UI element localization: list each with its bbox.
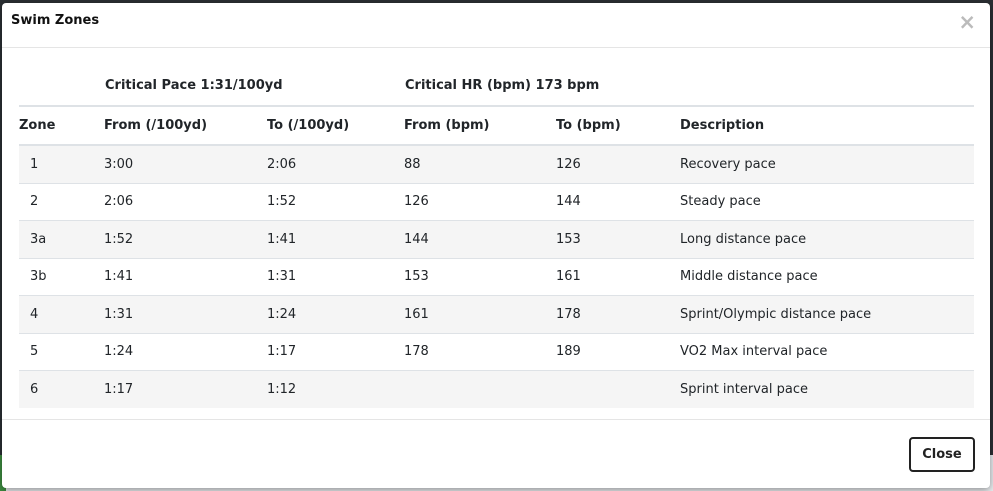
column-header: From (/100yd) xyxy=(104,106,267,146)
pace-from-cell: 1:31 xyxy=(104,295,267,334)
pace-from-cell: 1:17 xyxy=(104,370,267,408)
description-cell: Recovery pace xyxy=(680,145,974,184)
pace-from-cell: 1:52 xyxy=(104,220,267,259)
zones-table: Critical Pace 1:31/100yd Critical HR (bp… xyxy=(19,65,974,408)
pace-to-cell: 1:31 xyxy=(267,258,404,296)
zone-cell: 4 xyxy=(19,295,104,334)
pace-to-cell: 1:24 xyxy=(267,295,404,334)
pace-to-cell: 1:17 xyxy=(267,333,404,371)
hr-to-cell: 178 xyxy=(556,295,680,334)
zone-cell: 1 xyxy=(19,145,104,184)
pace-from-cell: 1:41 xyxy=(104,258,267,296)
column-header: To (bpm) xyxy=(556,106,680,146)
column-header: From (bpm) xyxy=(404,106,556,146)
hr-to-cell: 189 xyxy=(556,333,680,371)
description-cell: Sprint/Olympic distance pace xyxy=(680,295,974,334)
column-header-row: Zone From (/100yd) To (/100yd) From (bpm… xyxy=(19,106,974,146)
hr-to-cell: 161 xyxy=(556,258,680,296)
zone-cell: 2 xyxy=(19,183,104,221)
pace-from-cell: 3:00 xyxy=(104,145,267,184)
hr-to-cell xyxy=(556,370,680,408)
zone-cell: 3a xyxy=(19,220,104,259)
table-row: 3b 1:41 1:31 153 161 Middle distance pac… xyxy=(19,258,974,296)
swim-zones-modal: Swim Zones × Critical Pace 1:31/100yd Cr… xyxy=(2,3,990,488)
hr-from-cell: 144 xyxy=(404,220,556,259)
hr-to-cell: 126 xyxy=(556,145,680,184)
description-cell: Long distance pace xyxy=(680,220,974,259)
critical-pace: Critical Pace 1:31/100yd xyxy=(104,65,404,107)
hr-from-cell: 161 xyxy=(404,295,556,334)
description-cell: Sprint interval pace xyxy=(680,370,974,408)
hr-to-cell: 153 xyxy=(556,220,680,259)
hr-from-cell: 178 xyxy=(404,333,556,371)
hr-from-cell: 153 xyxy=(404,258,556,296)
table-row: 3a 1:52 1:41 144 153 Long distance pace xyxy=(19,220,974,259)
table-row: 5 1:24 1:17 178 189 VO2 Max interval pac… xyxy=(19,333,974,371)
modal-body: Critical Pace 1:31/100yd Critical HR (bp… xyxy=(19,65,974,408)
table-row: 2 2:06 1:52 126 144 Steady pace xyxy=(19,183,974,221)
pace-from-cell: 1:24 xyxy=(104,333,267,371)
description-cell: VO2 Max interval pace xyxy=(680,333,974,371)
critical-hr: Critical HR (bpm) 173 bpm xyxy=(404,65,974,107)
table-row: 4 1:31 1:24 161 178 Sprint/Olympic dista… xyxy=(19,295,974,334)
zone-cell: 6 xyxy=(19,370,104,408)
modal-title: Swim Zones xyxy=(11,13,100,28)
zone-cell: 3b xyxy=(19,258,104,296)
summary-row: Critical Pace 1:31/100yd Critical HR (bp… xyxy=(19,65,974,107)
pace-to-cell: 2:06 xyxy=(267,145,404,184)
pace-from-cell: 2:06 xyxy=(104,183,267,221)
close-button[interactable]: Close xyxy=(909,437,975,472)
hr-from-cell: 88 xyxy=(404,145,556,184)
hr-from-cell xyxy=(404,370,556,408)
pace-to-cell: 1:12 xyxy=(267,370,404,408)
table-row: 6 1:17 1:12 Sprint interval pace xyxy=(19,370,974,408)
table-row: 1 3:00 2:06 88 126 Recovery pace xyxy=(19,145,974,184)
modal-footer: Close xyxy=(2,419,990,488)
zone-cell: 5 xyxy=(19,333,104,371)
column-header: Description xyxy=(680,106,974,146)
description-cell: Middle distance pace xyxy=(680,258,974,296)
description-cell: Steady pace xyxy=(680,183,974,221)
summary-spacer xyxy=(19,65,104,107)
column-header: Zone xyxy=(19,106,104,146)
modal-header: Swim Zones × xyxy=(2,3,990,48)
column-header: To (/100yd) xyxy=(267,106,404,146)
hr-to-cell: 144 xyxy=(556,183,680,221)
pace-to-cell: 1:52 xyxy=(267,183,404,221)
pace-to-cell: 1:41 xyxy=(267,220,404,259)
close-icon[interactable]: × xyxy=(958,10,976,34)
hr-from-cell: 126 xyxy=(404,183,556,221)
